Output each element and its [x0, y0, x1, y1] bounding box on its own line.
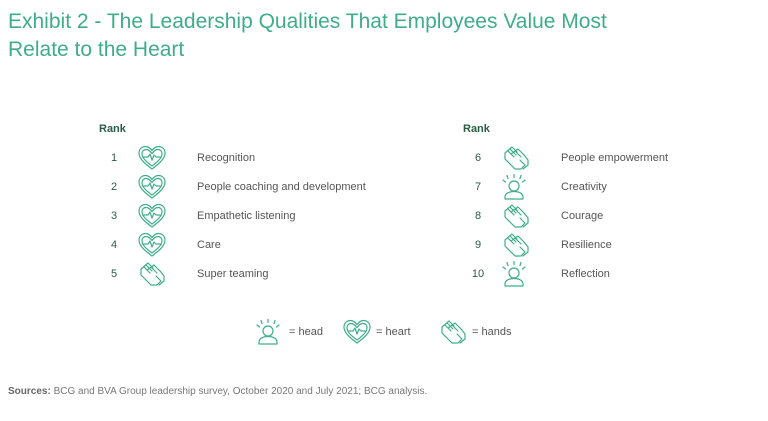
heart-icon: [342, 319, 372, 347]
quality-label: Care: [197, 239, 221, 251]
rank-number: 7: [474, 181, 482, 193]
sources-note: Sources: BCG and BVA Group leadership su…: [8, 386, 427, 397]
heart-icon: [137, 174, 169, 202]
hands-icon: [438, 319, 468, 347]
ranking-row: 5 Super teaming: [99, 261, 389, 289]
title-line-1: Exhibit 2 - The Leadership Qualities Tha…: [8, 10, 607, 33]
sources-text: BCG and BVA Group leadership survey, Oct…: [50, 386, 428, 397]
ranking-row: 10 Reflection: [463, 260, 753, 289]
hands-icon: [501, 145, 533, 173]
head-icon: [501, 173, 533, 202]
rank-number: 4: [110, 239, 118, 251]
ranking-row: 7 Creativity: [463, 173, 753, 202]
quality-label: People coaching and development: [197, 181, 366, 193]
ranking-row: 8 Courage: [463, 203, 753, 231]
hands-icon: [501, 232, 533, 260]
head-icon: [255, 318, 285, 347]
legend-label: = heart: [376, 326, 411, 338]
ranking-row: 6 People empowerment: [463, 145, 753, 173]
rank-number: 9: [474, 239, 482, 251]
head-icon: [501, 260, 533, 289]
rank-header: Rank: [463, 123, 490, 135]
rank-number: 3: [110, 210, 118, 222]
ranking-row: 9 Resilience: [463, 232, 753, 260]
quality-label: Creativity: [561, 181, 607, 193]
heart-icon: [137, 232, 169, 260]
rank-number: 2: [110, 181, 118, 193]
rank-number: 6: [474, 152, 482, 164]
quality-label: Recognition: [197, 152, 256, 164]
ranking-row: 4 Care: [99, 232, 389, 260]
rank-header: Rank: [99, 123, 126, 135]
rank-number: 10: [471, 268, 485, 280]
title-line-2: Relate to the Heart: [8, 38, 185, 61]
icon-legend: = head = heart = hands: [0, 318, 768, 348]
quality-label: Empathetic listening: [197, 210, 296, 222]
sources-prefix: Sources:: [8, 386, 51, 397]
rank-number: 8: [474, 210, 482, 222]
quality-label: Courage: [561, 210, 604, 222]
quality-label: People empowerment: [561, 152, 669, 164]
ranking-row: 2 People coaching and development: [99, 174, 389, 202]
rank-number: 1: [110, 152, 118, 164]
heart-icon: [137, 145, 169, 173]
heart-icon: [137, 203, 169, 231]
quality-label: Resilience: [561, 239, 612, 251]
exhibit-title: Exhibit 2 - The Leadership Qualities Tha…: [8, 8, 748, 64]
hands-icon: [501, 203, 533, 231]
ranking-row: 1 Recognition: [99, 145, 389, 173]
legend-label: = head: [289, 326, 323, 338]
hands-icon: [137, 261, 169, 289]
quality-label: Reflection: [561, 268, 610, 280]
rank-number: 5: [110, 268, 118, 280]
ranking-row: 3 Empathetic listening: [99, 203, 389, 231]
quality-label: Super teaming: [197, 268, 269, 280]
legend-label: = hands: [472, 326, 512, 338]
